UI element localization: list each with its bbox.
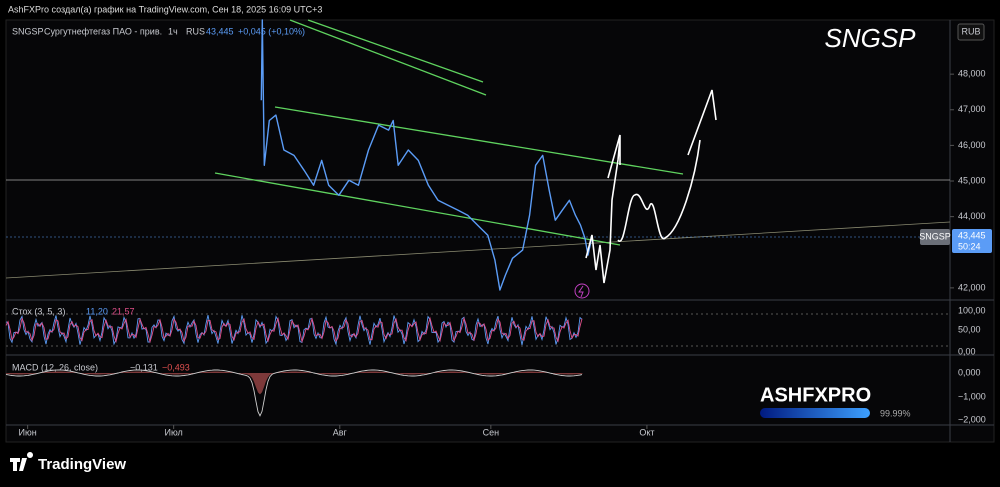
legend-symbol: SNGSP (12, 26, 44, 36)
forecast-drawing (617, 89, 717, 242)
legend-last: 43,445 (206, 26, 234, 36)
event-icon-bolt (578, 285, 584, 298)
stoch-d: 21,57 (112, 306, 135, 316)
macd-line (5, 369, 583, 417)
y-tick-label: 45,000 (958, 175, 986, 185)
macd-tick: 0,000 (958, 367, 981, 377)
x-tick-label: Июн (19, 427, 37, 437)
channel-line (289, 19, 487, 96)
stoch-tick: 100,00 (958, 305, 986, 315)
credit: AshFXPro создал(а) график на TradingView… (8, 4, 322, 14)
legend-exchange: RUS (186, 26, 205, 36)
macd-label: MACD (12, 26, close) (12, 362, 98, 372)
macd-tick: −2,000 (958, 414, 986, 424)
footer-logo[interactable]: TradingView (38, 456, 126, 473)
channel-line (274, 106, 684, 175)
y-tick-label: 44,000 (958, 211, 986, 221)
macd-signal: −0,493 (162, 362, 190, 372)
currency-box[interactable] (957, 23, 985, 41)
channel-line (307, 19, 484, 83)
legend-interval: 1ч (168, 26, 178, 36)
stoch-d-line (5, 316, 583, 344)
price-line (260, 19, 593, 291)
legend-name: Сургутнефтегаз ПАО - прив. (44, 26, 162, 36)
stoch-tick: 50,00 (958, 324, 981, 334)
price-label: 43,445 (958, 230, 986, 240)
stoch-label: Стох (3, 5, 3) (12, 306, 65, 316)
symbol-label: SNGSP (919, 231, 951, 241)
trend-line (5, 221, 951, 279)
price-label-box (952, 229, 992, 253)
footer-logo-icon (10, 451, 34, 471)
chart-title: SNGSP (824, 23, 916, 53)
y-tick-label: 47,000 (958, 104, 986, 114)
progress-bar (760, 408, 870, 418)
brand: ASHFXPRO (760, 384, 871, 406)
currency: RUB (961, 26, 980, 36)
chart-frame (5, 19, 995, 443)
y-tick-label: 42,000 (958, 282, 986, 292)
x-tick-label: Окт (639, 427, 654, 437)
countdown-label: 50:24 (958, 241, 981, 251)
stoch-k-line (5, 314, 583, 346)
symbol-label-box (920, 229, 950, 245)
channel-line (214, 172, 621, 246)
y-tick-label: 46,000 (958, 140, 986, 150)
x-tick-label: Авг (333, 427, 348, 437)
legend: SNGSP Сургутнефтегаз ПАО - прив. 1ч RUS … (12, 26, 305, 36)
macd-tick: −1,000 (958, 391, 986, 401)
x-tick-label: Июл (165, 427, 183, 437)
progress-value: 99.99% (880, 408, 911, 418)
stoch-tick: 0,00 (958, 346, 976, 356)
event-icon[interactable] (574, 283, 590, 299)
macd-value: −0,131 (130, 362, 158, 372)
legend-change: +0,045 (+0,10%) (238, 26, 305, 36)
stoch-k: 11,20 (86, 306, 108, 316)
forecast-drawing (585, 134, 621, 284)
price-layer (27, 19, 954, 429)
y-tick-label: 48,000 (958, 69, 986, 79)
x-tick-label: Сен (483, 427, 500, 437)
